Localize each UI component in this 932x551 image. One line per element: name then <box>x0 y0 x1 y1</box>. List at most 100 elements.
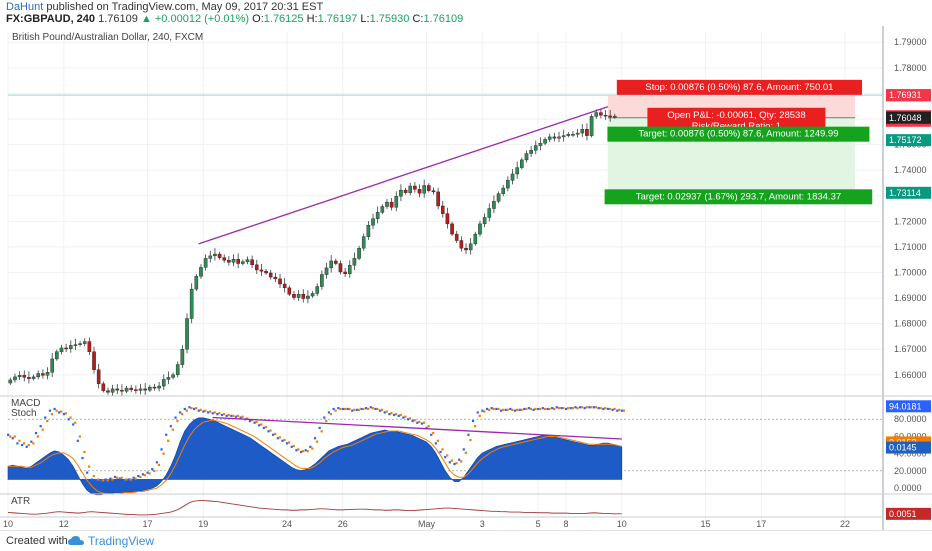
stoch-d-dot <box>357 408 360 411</box>
candle-body <box>180 349 185 365</box>
stoch-k-dot <box>416 421 419 424</box>
candle-body <box>96 369 101 384</box>
stoch-k-dot <box>569 407 572 410</box>
stoch-d-dot <box>181 413 184 416</box>
candle-body <box>347 265 352 274</box>
stoch-k-dot <box>137 474 140 478</box>
candle-body <box>603 114 608 117</box>
candle-body <box>278 278 282 285</box>
candle-body <box>185 318 189 350</box>
atr-price-tag-text: 0.0051 <box>889 509 917 519</box>
time-tick-label: 19 <box>198 519 208 529</box>
axis-price-tag <box>886 111 931 124</box>
stoch-k-dot <box>555 406 558 409</box>
stoch-k-dot <box>341 407 344 411</box>
stoch-k-dot <box>272 433 275 436</box>
open-label: O: <box>252 13 264 25</box>
candle-body <box>557 136 561 139</box>
candle-body <box>371 218 375 226</box>
stoch-k-dot <box>179 411 182 414</box>
stoch-k-dot <box>7 433 10 436</box>
stop-label-text: Stop: 0.00876 (0.50%) 87.6, Amount: 750.… <box>645 82 833 93</box>
stoch-k-dot <box>113 475 117 479</box>
stoch-d-dot <box>539 407 542 411</box>
time-tick-label: 17 <box>142 519 152 529</box>
stoch-k-dot <box>476 411 479 414</box>
stoch-d-dot <box>353 408 356 411</box>
stoch-d-dot <box>474 425 477 428</box>
stoch-d-dot <box>50 413 54 416</box>
time-tick-label: 17 <box>756 519 766 529</box>
price-tick-label: 1.66000 <box>894 370 927 380</box>
candle-body <box>552 136 557 139</box>
stoch-d-dot <box>92 474 95 478</box>
stoch-d-dot <box>292 444 295 448</box>
chart-canvas[interactable]: 1.790001.780001.770001.760001.750001.740… <box>0 26 932 530</box>
tradingview-brand[interactable]: TradingView <box>88 534 155 548</box>
time-tick-label: 10 <box>3 519 13 529</box>
candle-body <box>92 351 96 370</box>
stoch-k-dot <box>197 409 200 412</box>
high-value: 1.76197 <box>317 13 358 25</box>
stoch-d-dot <box>543 407 546 411</box>
author-link[interactable]: DaHunt <box>6 1 44 13</box>
stoch-d-dot <box>441 448 444 451</box>
candle-body <box>608 115 612 118</box>
stoch-k-dot <box>276 437 279 440</box>
stoch-d-dot <box>264 425 267 429</box>
candle-body <box>110 388 115 393</box>
stoch-d-dot <box>111 478 114 481</box>
candle-body <box>287 287 292 295</box>
stoch-d-dot <box>394 413 398 416</box>
stoch-d-dot <box>78 435 81 438</box>
stoch-d-dot <box>97 478 100 481</box>
stoch-k-dot <box>397 414 400 417</box>
time-tick-label: 12 <box>59 519 69 529</box>
stoch-k-dot <box>123 479 126 482</box>
stoch-tick-label: 80.0000 <box>894 414 927 424</box>
price-tick-label: 1.70000 <box>894 267 927 277</box>
stoch-k-dot <box>281 439 284 442</box>
time-tick-label: May <box>418 519 436 529</box>
candle-body <box>529 149 533 154</box>
candle-body <box>282 283 287 289</box>
candle-body <box>124 387 129 392</box>
candle-body <box>68 345 73 349</box>
low-value: 1.75930 <box>369 13 410 25</box>
candle-body <box>324 267 329 275</box>
candle-body <box>208 255 213 259</box>
stoch-d-dot <box>208 410 212 413</box>
time-axis: 10 12 17 19 24 26 May 3 5 8 10 15 17 22 <box>0 516 883 529</box>
stoch-d-dot <box>246 417 249 420</box>
candle-body <box>464 247 468 251</box>
stoch-k-dot <box>95 479 98 482</box>
stoch-d-dot <box>422 421 426 424</box>
stoch-k-dot <box>360 407 363 411</box>
candle-body <box>194 276 199 290</box>
stoch-d-dot <box>301 450 305 453</box>
stoch-k-dot <box>411 419 414 423</box>
stoch-d-dot <box>432 431 435 435</box>
stoch-k-dot <box>541 407 544 410</box>
stoch-d-dot <box>571 407 574 410</box>
axis-price-tag <box>886 89 931 102</box>
axis-price-tag-text: 1.73114 <box>889 188 921 198</box>
candle-body <box>27 377 31 379</box>
stoch-d-dot <box>311 447 314 450</box>
stoch-k-dot <box>299 450 303 454</box>
candle-body <box>375 212 380 219</box>
candle-body <box>403 189 408 193</box>
stoch-k-dot <box>62 413 65 416</box>
candle-body <box>440 205 445 214</box>
candle-body <box>589 116 594 136</box>
stoch-d-dot <box>478 414 481 417</box>
stoch-d-dot <box>590 406 593 409</box>
price-tick-label: 1.72000 <box>894 216 927 226</box>
price-tick-label: 1.79000 <box>894 37 927 47</box>
stoch-k-dot <box>16 442 19 445</box>
stoch-k-dot <box>53 407 56 411</box>
stoch-k-dot <box>67 418 70 421</box>
stoch-k-dot <box>383 411 386 414</box>
stoch-d-dot <box>227 413 230 417</box>
candle-body <box>436 191 440 207</box>
